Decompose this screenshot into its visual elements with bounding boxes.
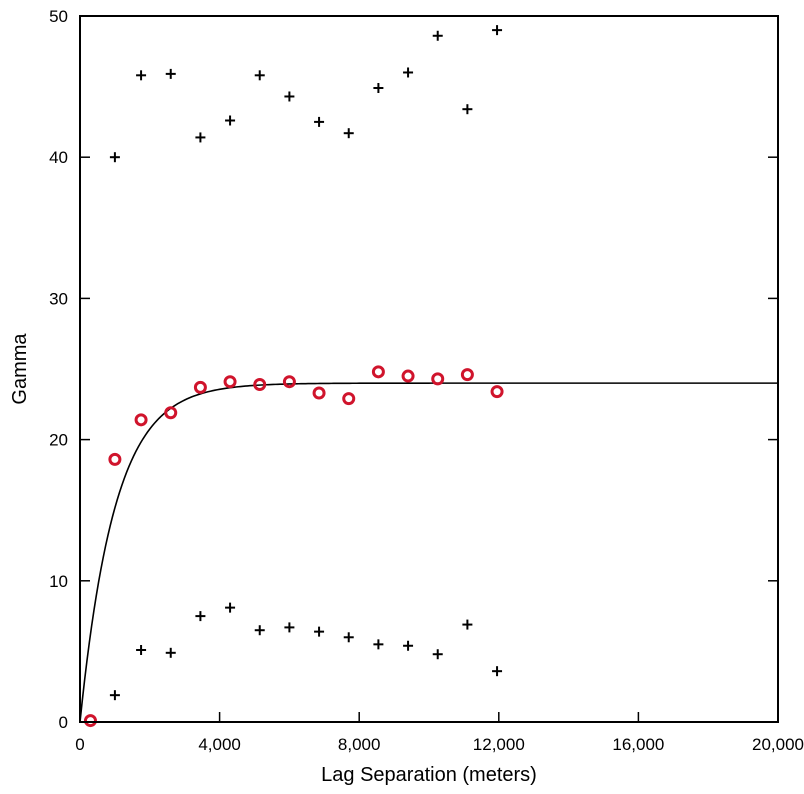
data-point-circle <box>312 386 326 400</box>
data-point-plus <box>165 647 176 658</box>
data-point-circle <box>134 413 148 427</box>
x-axis-title: Lag Separation (meters) <box>321 764 537 786</box>
x-tick-label: 16,000 <box>612 735 664 754</box>
data-point-circle <box>401 369 415 383</box>
y-tick-label: 40 <box>49 148 68 167</box>
data-point-plus <box>432 649 443 660</box>
data-point-plus <box>136 644 147 655</box>
model-curve <box>79 382 778 723</box>
data-point-plus <box>284 91 295 102</box>
data-point-circle <box>223 375 237 389</box>
data-point-plus <box>109 152 120 163</box>
data-point-plus <box>284 622 295 633</box>
data-point-plus <box>492 666 503 677</box>
data-point-circle <box>460 368 474 382</box>
data-point-plus <box>225 602 236 613</box>
data-point-circle <box>83 714 97 728</box>
data-point-plus <box>195 132 206 143</box>
data-point-plus <box>462 619 473 630</box>
data-point-plus <box>165 68 176 79</box>
data-point-plus <box>314 116 325 127</box>
y-tick-label: 10 <box>49 572 68 591</box>
y-tick-label: 30 <box>49 289 68 308</box>
y-axis-title: Gamma <box>9 333 31 405</box>
axis-ticks: 0 4,000 8,000 12,000 16,000 20,000 0 10 20 30 40 50 <box>49 7 804 754</box>
data-point-plus <box>343 128 354 139</box>
data-point-plus <box>373 639 384 650</box>
data-point-plus <box>195 611 206 622</box>
data-point-plus <box>254 625 265 636</box>
data-point-circle <box>431 372 445 386</box>
data-point-plus <box>254 70 265 81</box>
x-tick-label: 4,000 <box>198 735 241 754</box>
data-point-circle <box>490 385 504 399</box>
plot-frame <box>79 15 779 723</box>
data-point-circle <box>342 392 356 406</box>
data-point-plus <box>314 626 325 637</box>
data-point-plus <box>343 632 354 643</box>
data-point-circle <box>193 380 207 394</box>
data-point-circle <box>164 406 178 420</box>
data-point-plus <box>492 25 503 36</box>
data-point-circle <box>108 452 122 466</box>
y-tick-label: 50 <box>49 7 68 26</box>
x-tick-label: 20,000 <box>752 735 804 754</box>
y-tick-label: 0 <box>59 713 68 732</box>
data-point-circle <box>282 375 296 389</box>
data-point-circle <box>371 365 385 379</box>
data-point-plus <box>432 30 443 41</box>
data-point-plus <box>403 67 414 78</box>
data-point-plus <box>403 640 414 651</box>
data-point-plus <box>136 70 147 81</box>
plot-marks <box>79 25 778 728</box>
x-tick-label: 8,000 <box>338 735 381 754</box>
data-point-plus <box>109 690 120 701</box>
y-tick-label: 20 <box>49 431 68 450</box>
data-point-plus <box>462 104 473 115</box>
x-tick-label: 0 <box>75 735 84 754</box>
x-tick-label: 12,000 <box>473 735 525 754</box>
data-point-plus <box>373 83 384 94</box>
data-point-circle <box>253 378 267 392</box>
data-point-plus <box>225 115 236 126</box>
